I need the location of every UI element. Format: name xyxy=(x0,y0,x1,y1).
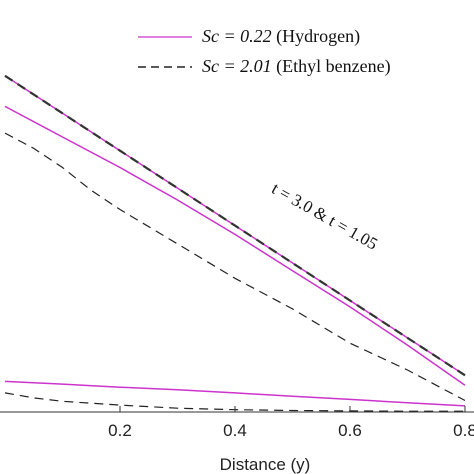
x-tick-label: 0.6 xyxy=(338,421,362,440)
axes-layer: 0.2 0.4 0.6 0.8 xyxy=(0,406,474,440)
series-line-4 xyxy=(4,132,466,402)
legend-entry: Sc = 0.22 (Hydrogen) xyxy=(202,26,360,47)
series-line-3 xyxy=(4,105,466,386)
legend: Sc = 0.22 (Hydrogen) Sc = 2.01 (Ethyl ben… xyxy=(138,26,391,77)
x-tick-label: 0.4 xyxy=(223,421,247,440)
series-layer xyxy=(4,74,466,412)
series-line-6 xyxy=(4,392,465,412)
series-line-5 xyxy=(4,380,466,407)
x-axis-label: Distance (y) xyxy=(220,455,311,474)
x-tick-label: 0.8 xyxy=(453,421,474,440)
x-tick-label: 0.2 xyxy=(108,421,132,440)
legend-entry: Sc = 2.01 (Ethyl benzene) xyxy=(202,56,391,77)
series-line-2 xyxy=(4,74,466,377)
